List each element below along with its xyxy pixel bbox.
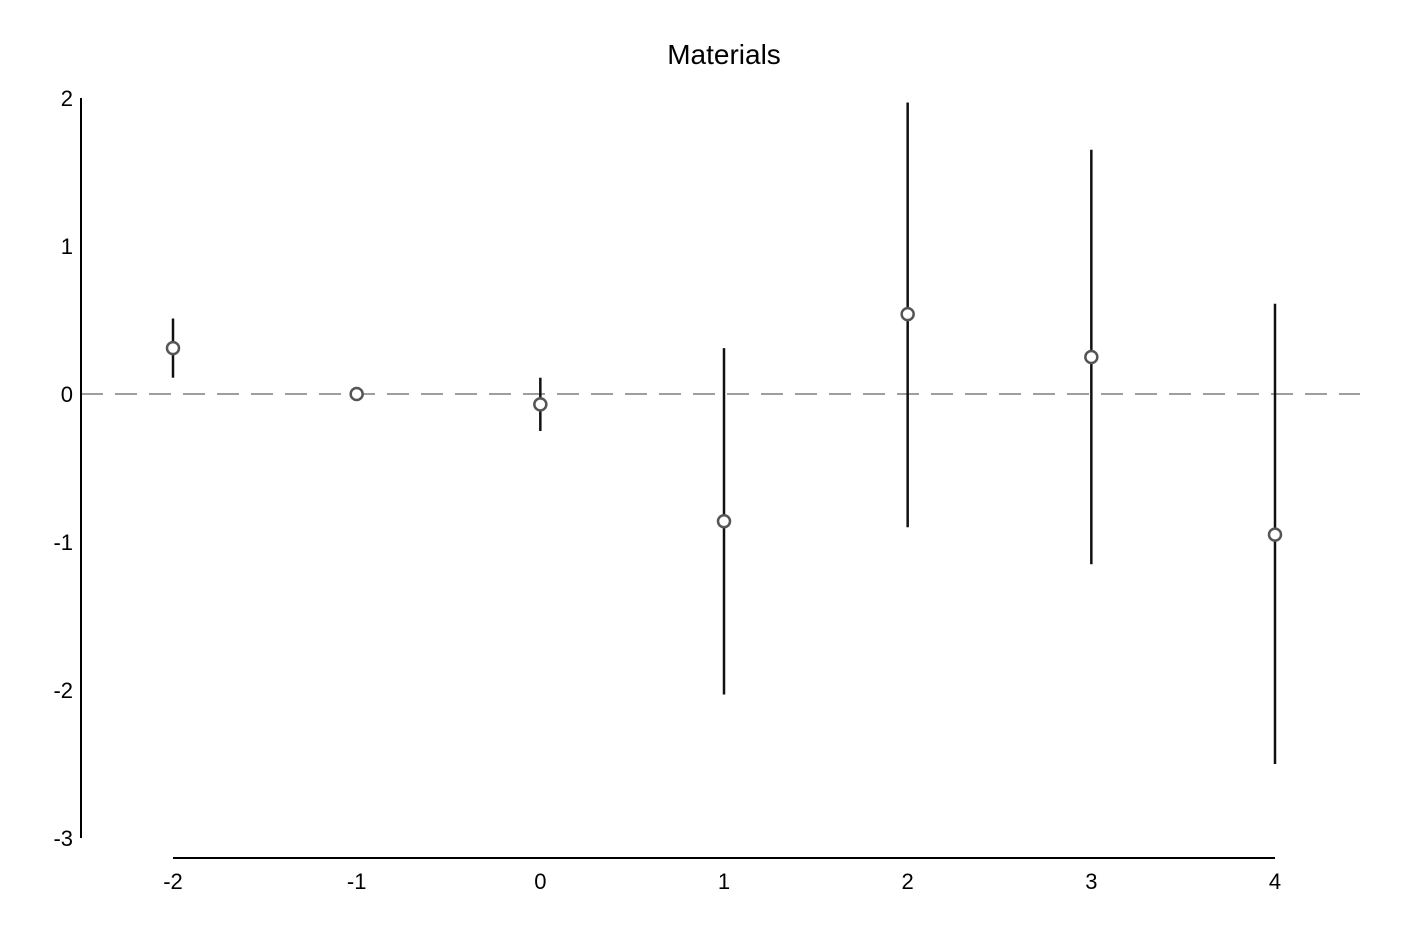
y-tick-label: -1 — [53, 530, 73, 555]
y-tick-label: 0 — [61, 382, 73, 407]
x-tick-label: 0 — [534, 869, 546, 894]
x-tick-label: 1 — [718, 869, 730, 894]
data-point — [1267, 527, 1283, 542]
axes: 2 1 0 -1 -2 -3 -2 -1 0 1 2 3 4 — [53, 86, 1281, 894]
x-tick-label: -1 — [347, 869, 367, 894]
data-point — [716, 514, 732, 529]
data-points — [165, 306, 1283, 542]
data-point — [165, 340, 181, 356]
chart-title: Materials — [667, 39, 781, 70]
error-bars — [171, 102, 1277, 764]
x-tick-label: 3 — [1085, 869, 1097, 894]
y-tick-label: -3 — [53, 826, 73, 851]
data-point — [900, 306, 915, 322]
x-tick-label: 2 — [902, 869, 914, 894]
y-tick-label: 1 — [61, 234, 73, 259]
y-tick-label: 2 — [61, 86, 73, 111]
data-point — [533, 397, 548, 412]
x-tick-label: 4 — [1269, 869, 1281, 894]
data-point — [349, 386, 364, 402]
data-point — [1084, 349, 1099, 365]
y-tick-label: -2 — [53, 678, 73, 703]
x-tick-label: -2 — [163, 869, 183, 894]
